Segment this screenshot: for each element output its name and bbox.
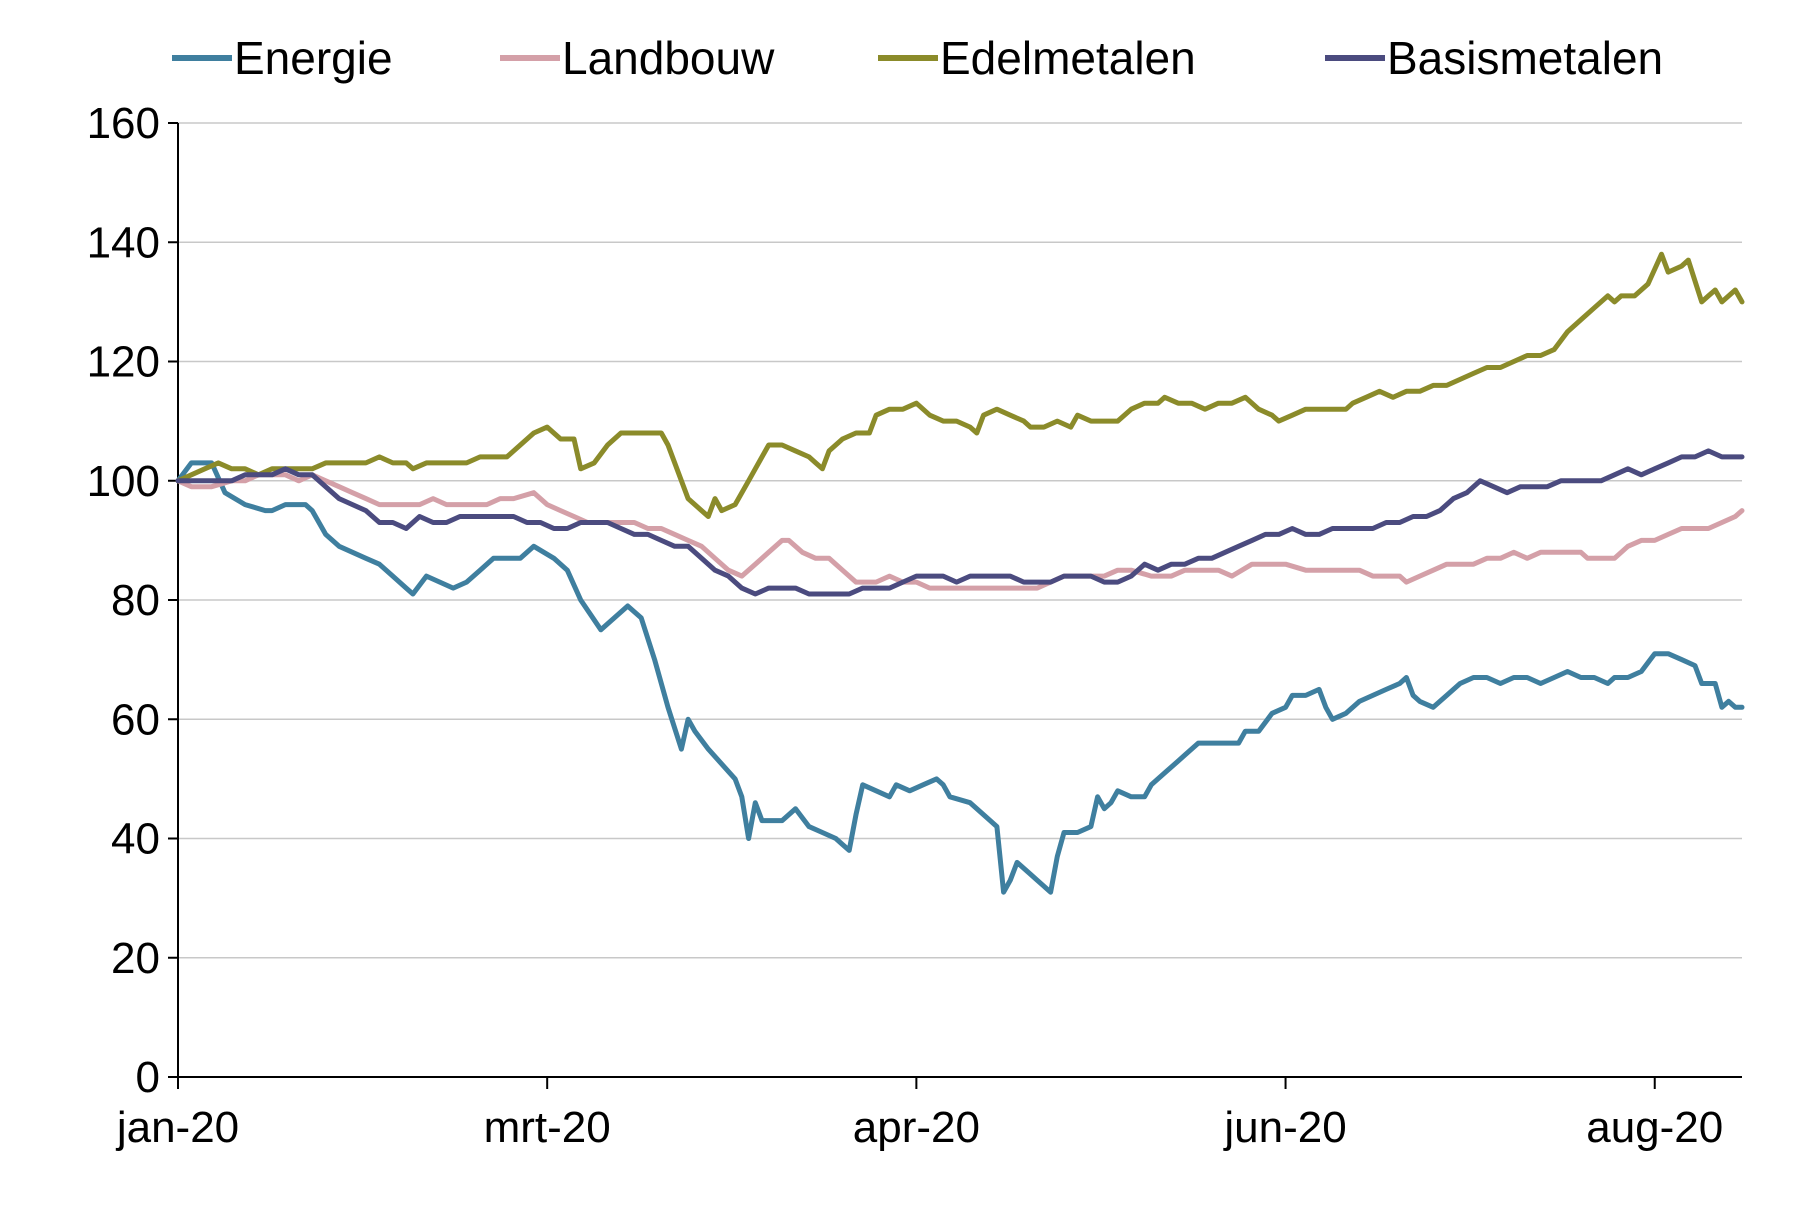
series-line-edelmetalen [175, 251, 1745, 519]
series-line-landbouw [175, 472, 1745, 591]
legend-label-basismetalen: Basismetalen [1387, 32, 1663, 84]
y-tick-label: 80 [111, 576, 160, 625]
series-line-energie [175, 460, 1745, 895]
y-tick-label: 160 [87, 99, 160, 148]
y-tick-label: 40 [111, 815, 160, 864]
legend-label-edelmetalen: Edelmetalen [940, 32, 1196, 84]
series-line-basismetalen [175, 448, 1745, 597]
y-tick-label: 20 [111, 934, 160, 983]
series-lines [175, 251, 1745, 895]
x-tick-label: apr-20 [853, 1103, 980, 1152]
y-tick-label: 100 [87, 457, 160, 506]
legend: Energie Landbouw Edelmetalen Basismetalen [172, 32, 1663, 84]
y-tick-label: 120 [87, 338, 160, 387]
x-axis-ticks: jan-20 mrt-20 apr-20 jun-20 aug-20 [115, 1077, 1723, 1152]
y-tick-label: 60 [111, 695, 160, 744]
legend-label-energie: Energie [234, 32, 393, 84]
y-tick-label: 0 [136, 1053, 160, 1102]
x-tick-label: aug-20 [1586, 1103, 1723, 1152]
gridlines [178, 122, 1742, 959]
y-tick-label: 140 [87, 218, 160, 267]
x-tick-label: mrt-20 [484, 1103, 611, 1152]
y-axis-ticks: 0 20 40 60 80 100 120 140 160 [87, 99, 178, 1102]
x-tick-label: jun-20 [1222, 1103, 1346, 1152]
x-tick-label: jan-20 [115, 1103, 239, 1152]
legend-label-landbouw: Landbouw [562, 32, 775, 84]
